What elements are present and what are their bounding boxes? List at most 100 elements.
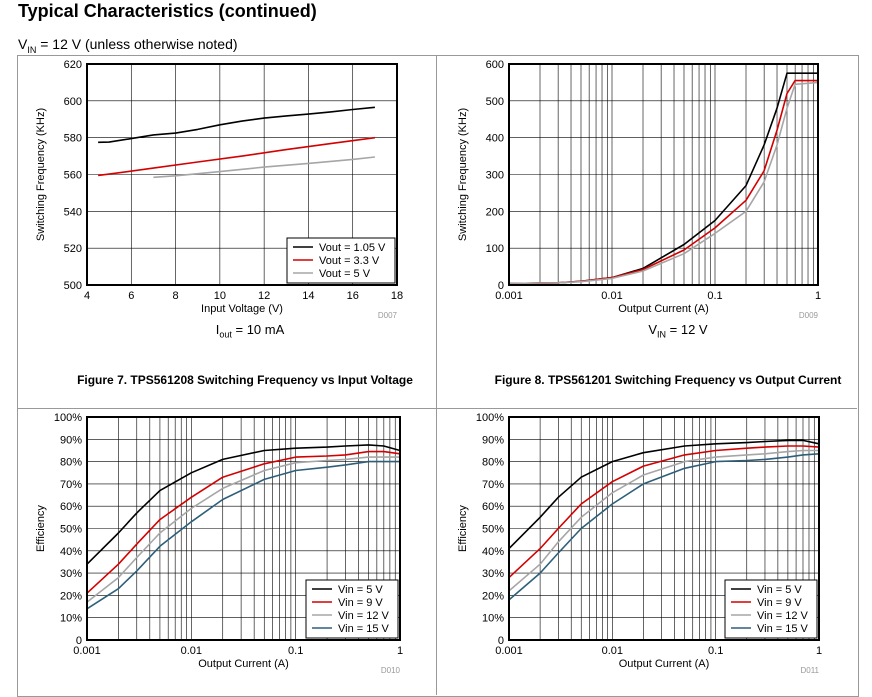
y-tick-label: 80%: [60, 457, 82, 469]
x-tick-label: 10: [214, 290, 226, 302]
page-title: Typical Characteristics (continued): [18, 1, 317, 21]
x-tick-label: 18: [391, 290, 403, 302]
y-tick-label: 50%: [482, 524, 504, 536]
y-tick-label: 70%: [60, 479, 82, 491]
chart-fig8: 0.001 0.01 0.1 1 0 100 200 300 400 500 600 Output C…: [457, 59, 821, 320]
y-tick-label: 100%: [476, 412, 504, 424]
figure-tag: D011: [800, 666, 819, 675]
x-tick-label: 1: [397, 645, 403, 657]
y-tick-label: 600: [64, 96, 82, 108]
y-tick-label: 0: [498, 280, 504, 292]
y-tick-label: 300: [486, 170, 504, 182]
figure-8-caption: Figure 8. TPS561201 Switching Frequency …: [494, 373, 842, 387]
series-line: [153, 156, 375, 179]
legend-label: Vout = 3.3 V: [319, 255, 380, 267]
x-tick-label: 14: [302, 290, 314, 302]
y-tick-label: 560: [64, 170, 82, 182]
y-tick-label: 70%: [482, 479, 504, 491]
x-tick-label: 0.01: [602, 645, 623, 657]
y-tick-label: 520: [64, 243, 82, 255]
legend-label: Vin = 9 V: [757, 597, 802, 609]
fig8-note-text: = 12 V: [666, 322, 708, 337]
legend-label: Vout = 1.05 V: [319, 242, 386, 254]
y-tick-label: 0: [498, 635, 504, 647]
y-axis-label: Switching Frequency (KHz): [457, 108, 469, 241]
y-tick-label: 40%: [60, 546, 82, 558]
x-tick-label: 1: [816, 645, 822, 657]
y-tick-label: 30%: [60, 568, 82, 580]
fig7-note-symbol: I: [215, 322, 220, 337]
condition-symbol: V: [18, 36, 28, 52]
y-tick-label: 0: [76, 635, 82, 647]
y-tick-label: 100: [486, 243, 504, 255]
x-tick-label: 0.01: [181, 645, 202, 657]
legend-label: Vout = 5 V: [319, 268, 371, 280]
x-tick-label: 8: [173, 290, 179, 302]
y-tick-label: 50%: [60, 524, 82, 536]
y-tick-label: 90%: [482, 434, 504, 446]
y-tick-label: 580: [64, 133, 82, 145]
x-tick-label: 0.1: [708, 645, 723, 657]
fig7-condition-note: Iout = 10 mA: [190, 322, 310, 340]
plot-frame: [86, 63, 398, 286]
series-line: [508, 453, 820, 601]
fig7-note-text: = 10 mA: [231, 322, 285, 337]
x-tick-label: 0.1: [288, 645, 303, 657]
x-tick-label: 4: [84, 290, 90, 302]
x-axis-label: Output Current (A): [198, 658, 288, 670]
y-tick-label: 80%: [482, 457, 504, 469]
series-line: [98, 136, 376, 177]
y-axis-label: Efficiency: [457, 505, 469, 552]
figure-grid-hdivider: [17, 408, 857, 409]
legend-label: Vin = 12 V: [338, 610, 390, 622]
fig8-condition-note: VIN = 12 V: [618, 322, 738, 340]
x-tick-label: 6: [128, 290, 134, 302]
x-tick-label: 0.001: [495, 290, 523, 302]
series-line: [86, 460, 400, 610]
y-tick-label: 20%: [482, 590, 504, 602]
test-condition: VIN = 12 V (unless otherwise noted): [18, 36, 238, 55]
y-tick-label: 10%: [60, 613, 82, 625]
y-axis-label: Switching Frequency (KHz): [35, 108, 47, 241]
fig8-note-subscript: IN: [657, 329, 667, 340]
series-line: [508, 439, 820, 550]
legend-label: Vin = 15 V: [757, 623, 809, 635]
fig8-note-symbol: V: [648, 322, 658, 337]
y-tick-label: 620: [64, 59, 82, 71]
chart-efficiency-left: 0.001 0.01 0.1 1 0 10% 20% 30% 40% 50% 60% 70% 80% 90…: [35, 412, 403, 675]
x-tick-label: 0.001: [73, 645, 101, 657]
series-line: [86, 456, 400, 603]
y-tick-label: 60%: [482, 501, 504, 513]
plot-frame: [508, 63, 819, 286]
x-tick-label: 0.1: [707, 290, 722, 302]
y-tick-label: 600: [486, 59, 504, 71]
legend-label: Vin = 12 V: [757, 610, 809, 622]
y-tick-label: 60%: [60, 501, 82, 513]
figure-tag: D009: [799, 311, 819, 320]
series-line: [508, 445, 820, 579]
series-line: [86, 444, 401, 565]
condition-text: = 12 V (unless otherwise noted): [36, 36, 238, 52]
y-tick-label: 90%: [60, 434, 82, 446]
x-axis-label: Input Voltage (V): [201, 303, 283, 315]
series-line: [86, 450, 401, 594]
figure-tag: D007: [378, 311, 398, 320]
y-tick-label: 200: [486, 206, 504, 218]
x-tick-label: 16: [347, 290, 359, 302]
legend-label: Vin = 9 V: [338, 597, 383, 609]
legend-label: Vin = 15 V: [338, 623, 390, 635]
x-axis-label: Output Current (A): [618, 303, 708, 315]
plot-frame: [86, 416, 401, 641]
figure-grid-vdivider: [436, 55, 437, 695]
legend-label: Vin = 5 V: [757, 584, 802, 596]
figure-tag: D010: [381, 666, 401, 675]
chart-fig7: 4 6 8 10 12 14 16 18 500 520 540 560 580 600 620 Input …: [35, 59, 403, 320]
x-tick-label: 0.01: [601, 290, 622, 302]
y-tick-label: 500: [486, 96, 504, 108]
plot-frame: [508, 416, 820, 641]
y-tick-label: 100%: [54, 412, 82, 424]
y-tick-label: 540: [64, 206, 82, 218]
chart-efficiency-right: 0.001 0.01 0.1 1 0 10% 20% 30% 40% 50% 60% 70% 80% 90…: [457, 412, 822, 675]
y-tick-label: 40%: [482, 546, 504, 558]
y-axis-label: Efficiency: [35, 505, 47, 552]
